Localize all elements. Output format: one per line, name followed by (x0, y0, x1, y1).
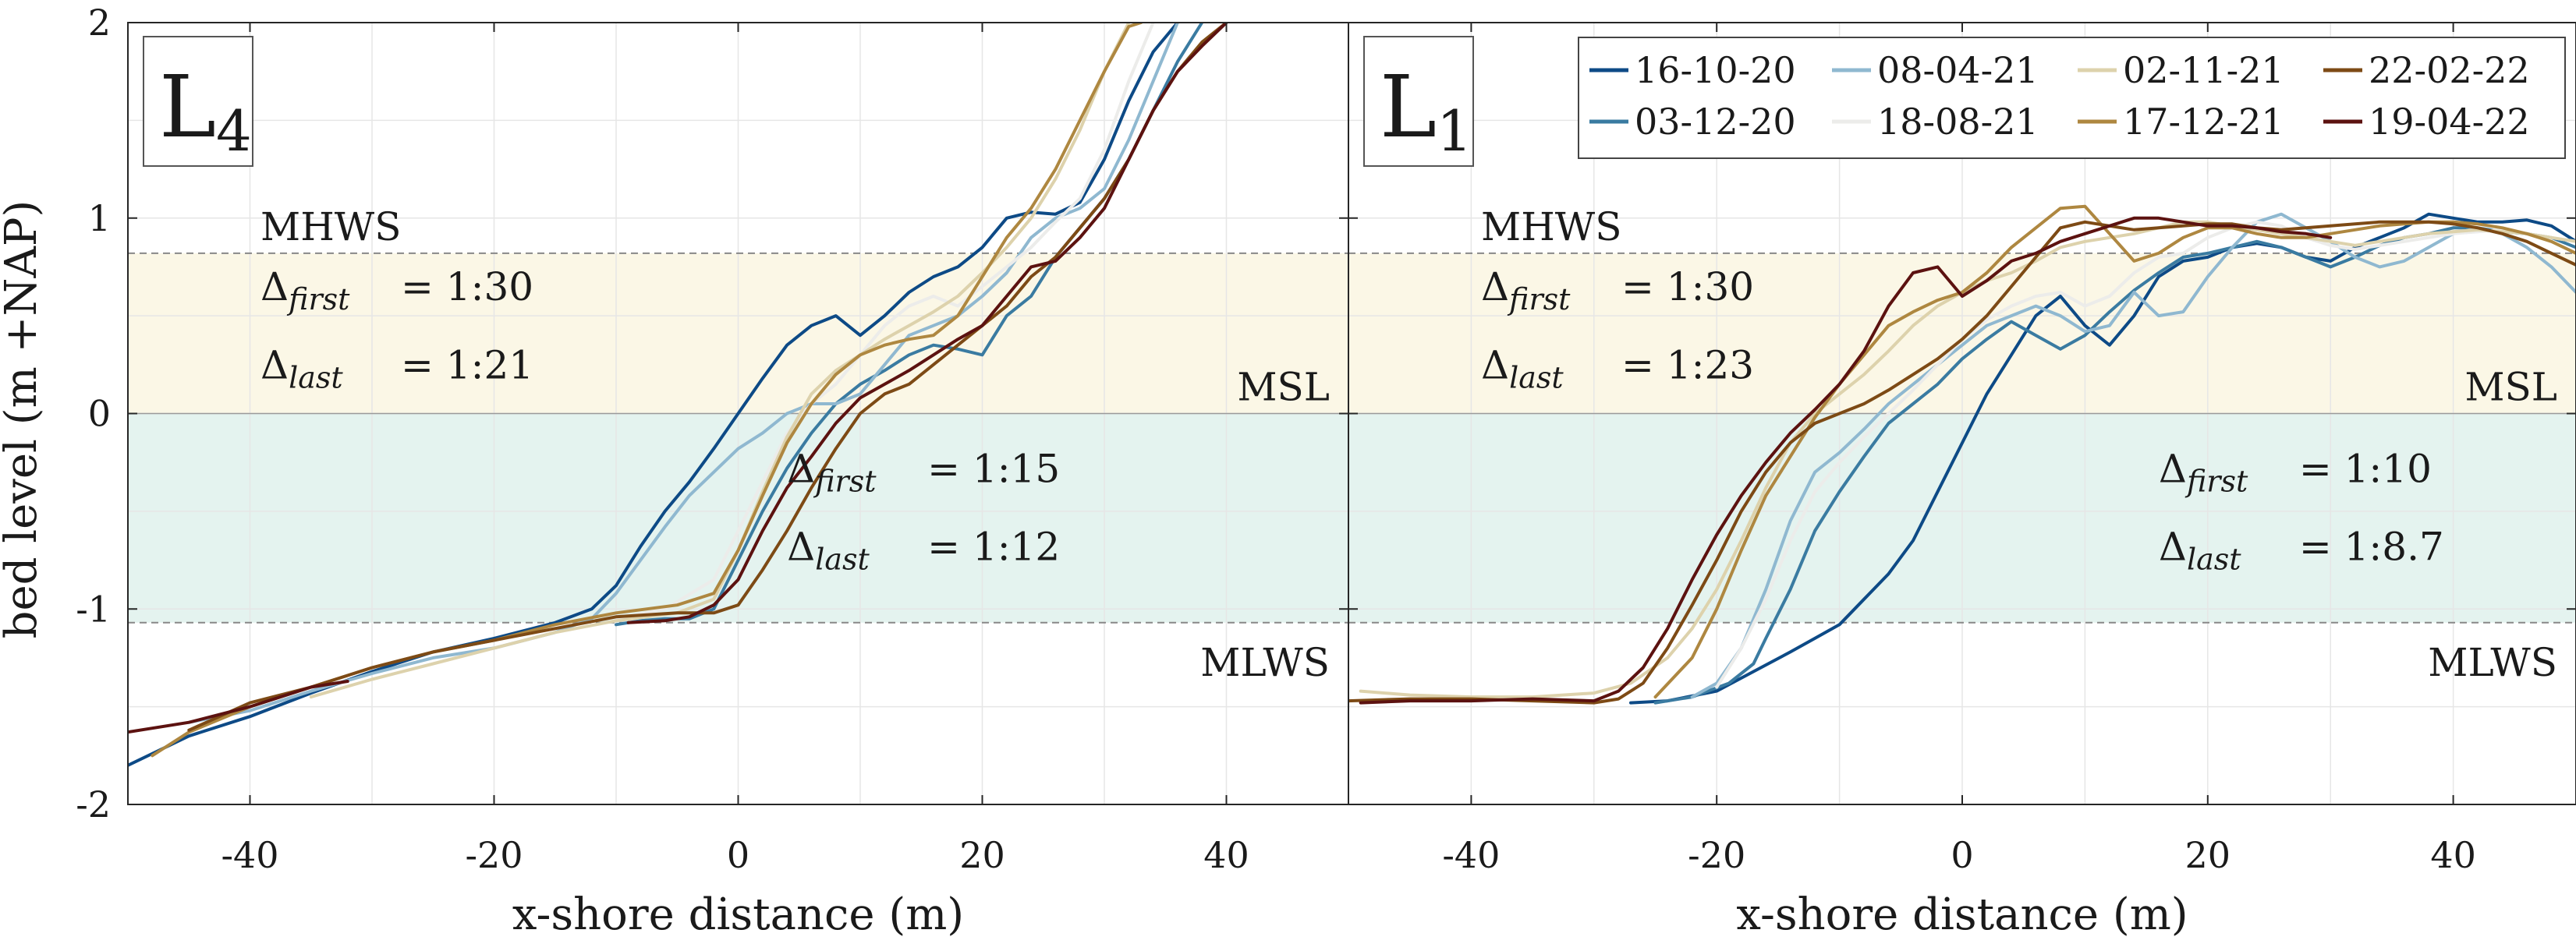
series-line-18-08-21 (615, 23, 1155, 620)
legend-label-18-08-21: 18-08-21 (1877, 101, 2039, 143)
legend-label-16-10-20: 16-10-20 (1635, 49, 1796, 91)
lower-slope-last: Δlast = 1:12 (787, 525, 1060, 577)
panel-label: L1 (1380, 57, 1472, 164)
legend-box (1578, 37, 2566, 159)
legend: 16-10-20 08-04-21 02-11-21 22-02-22 03-12-20… (1578, 37, 2566, 159)
legend-label-17-12-21: 17-12-21 (2123, 101, 2284, 143)
mhws-label: MHWS (260, 204, 401, 249)
legend-label-03-12-20: 03-12-20 (1635, 101, 1796, 143)
y-tick-label: 2 (88, 2, 111, 44)
series-line-22-02-22 (187, 23, 1228, 732)
x-tick-label: -40 (1442, 834, 1500, 876)
mlws-label: MLWS (1200, 640, 1330, 685)
x-tick-label: 0 (727, 834, 749, 876)
panel-label-box (143, 36, 253, 167)
series-line-16-10-20 (1629, 212, 2576, 705)
y-tick-label: 1 (88, 197, 111, 239)
y-tick-label: -1 (76, 588, 111, 630)
x-tick-label: -20 (1688, 834, 1745, 876)
x-tick-label: 0 (1951, 834, 1973, 876)
panel-label-box (1363, 36, 1474, 167)
legend-label-22-02-22: 22-02-22 (2369, 49, 2530, 91)
x-tick-label: 20 (2185, 834, 2231, 876)
series-line-19-04-22 (128, 680, 349, 734)
y-axis-label: bed level (m +NAP) (0, 200, 47, 639)
series-line-02-11-21 (309, 23, 1131, 699)
y-tick-label: 0 (88, 393, 111, 435)
x-tick-label: 40 (2430, 834, 2476, 876)
msl-label: MSL (2464, 365, 2557, 410)
lower-slope-first: Δfirst = 1:10 (2159, 446, 2432, 498)
x-tick-label: -40 (221, 834, 278, 876)
mlws-label: MLWS (2428, 640, 2557, 685)
panel-label: L4 (159, 57, 252, 164)
upper-slope-last: Δlast = 1:21 (260, 342, 533, 394)
series-line-22-02-22 (1348, 220, 2576, 705)
lower-slope-first: Δfirst = 1:15 (787, 446, 1060, 498)
y-tick-label: -2 (76, 783, 111, 825)
series-line-08-04-21 (1690, 212, 2576, 699)
upper-slope-first: Δfirst = 1:30 (1481, 264, 1754, 316)
upper-slope-last: Δlast = 1:23 (1481, 342, 1754, 394)
mhws-label: MHWS (1481, 204, 1621, 249)
upper-slope-first: Δfirst = 1:30 (260, 264, 533, 316)
x-axis-label: x-shore distance (m) (512, 889, 964, 940)
x-tick-label: -20 (465, 834, 523, 876)
series-line-19-04-22 (1359, 216, 2333, 705)
series-line-18-08-21 (1715, 220, 2576, 689)
x-axis-label: x-shore distance (m) (1736, 889, 2188, 940)
x-tick-label: 20 (959, 834, 1005, 876)
lower-slope-last: Δlast = 1:8.7 (2159, 525, 2444, 577)
series-group (1348, 204, 2576, 705)
series-line-02-11-21 (1359, 220, 2576, 699)
x-tick-label: 40 (1203, 834, 1249, 876)
series-line-19-04-22 (626, 23, 1228, 624)
msl-label: MSL (1237, 365, 1330, 410)
legend-label-19-04-22: 19-04-22 (2369, 101, 2530, 143)
legend-label-02-11-21: 02-11-21 (2123, 49, 2284, 91)
legend-label-08-04-21: 08-04-21 (1877, 49, 2039, 91)
panel-l4: -40 -20 0 20 40 2 1 0 -1 -2 x-shore distance (m) L4… (76, 2, 1349, 940)
series-group (128, 23, 1228, 767)
